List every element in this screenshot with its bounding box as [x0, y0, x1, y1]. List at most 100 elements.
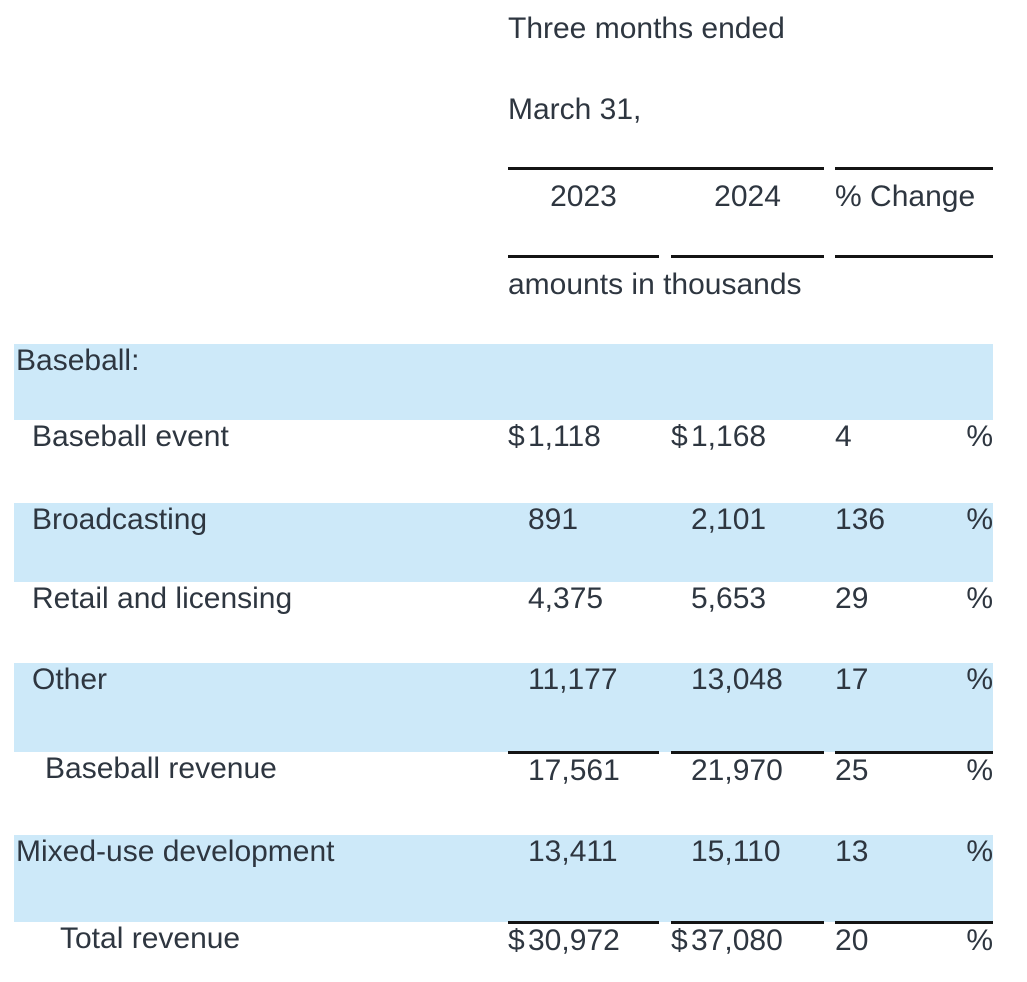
currency-symbol-2024 — [671, 503, 691, 582]
units-note-row: amounts in thousands — [14, 256, 993, 344]
currency-symbol-2024 — [671, 663, 691, 752]
currency-symbol-2023 — [508, 663, 528, 752]
pct-sign: % — [966, 503, 994, 536]
row-label: Broadcasting — [32, 503, 208, 536]
row-label: Baseball revenue — [45, 752, 277, 785]
currency-symbol-2023: $ — [508, 920, 528, 982]
year-header-row: 2023 2024 % Change — [14, 168, 994, 258]
value-2023: 30,972 — [528, 920, 659, 982]
table-row: Retail and licensing 4,375 5,653 29% — [14, 582, 993, 663]
value-2024 — [691, 344, 824, 420]
column-gap — [824, 168, 835, 256]
empty-cell — [835, 256, 993, 344]
table-row: Total revenue $30,972 $37,080 20% — [14, 920, 994, 982]
period-title-line2: March 31, — [508, 93, 642, 126]
period-title-line1: Three months ended — [508, 12, 785, 45]
units-note: amounts in thousands — [508, 267, 802, 301]
empty-cell — [14, 0, 508, 168]
pct-change-value: 20 — [835, 920, 964, 982]
value-2024: 37,080 — [691, 920, 825, 982]
column-gap — [824, 752, 835, 835]
column-gap — [824, 0, 835, 168]
column-header-2023: 2023 — [508, 168, 659, 258]
pct-sign: % — [966, 663, 994, 696]
column-gap — [659, 582, 671, 663]
spacer — [508, 45, 824, 93]
currency-symbol-2023 — [508, 344, 528, 420]
currency-symbol-2024 — [671, 582, 691, 663]
pct-change-rule-cell — [835, 0, 994, 170]
table-row: Baseball event $1,118 $1,168 4% — [14, 420, 993, 503]
column-gap — [824, 582, 835, 663]
column-gap — [659, 835, 671, 922]
currency-symbol-2024: $ — [671, 420, 688, 453]
value-2023: 17,561 — [528, 750, 659, 835]
pct-change-value: 13 — [835, 835, 869, 868]
value-2024: 13,048 — [691, 663, 783, 696]
column-gap — [824, 256, 835, 344]
table-row: Broadcasting 891 2,101 136% — [14, 503, 994, 582]
currency-symbol-2024 — [671, 750, 691, 835]
revenue-table: Three months ended March 31, 2023 2024 %… — [14, 0, 994, 982]
column-gap — [659, 752, 671, 835]
pct-sign: % — [963, 750, 994, 835]
column-gap — [824, 835, 835, 922]
table-row: Baseball revenue 17,561 21,970 25% — [14, 750, 994, 835]
row-label: Retail and licensing — [32, 582, 293, 615]
value-2023: 13,411 — [528, 835, 618, 868]
column-gap — [659, 420, 671, 503]
row-label: Other — [32, 663, 108, 696]
column-gap — [824, 503, 835, 582]
currency-symbol-2023: $ — [508, 420, 525, 453]
column-gap — [659, 503, 671, 582]
row-label: Baseball: — [16, 344, 140, 377]
pct-change-value: 4 — [835, 420, 852, 453]
row-label: Total revenue — [60, 922, 241, 955]
column-gap — [824, 420, 835, 503]
column-gap — [659, 663, 671, 752]
pct-sign: % — [966, 835, 994, 868]
table-header: Three months ended March 31, 2023 2024 %… — [14, 0, 994, 344]
row-label: Baseball event — [32, 420, 229, 453]
column-header-pct-change: % Change — [835, 168, 994, 258]
period-title-cell: Three months ended March 31, — [508, 0, 825, 170]
column-gap — [824, 344, 835, 420]
value-2023 — [528, 344, 659, 420]
value-2024: 1,168 — [691, 420, 767, 453]
value-2024: 15,110 — [691, 835, 781, 868]
currency-symbol-2023 — [508, 503, 528, 582]
pct-change-value: 17 — [835, 663, 869, 696]
pct-change-value: 29 — [835, 582, 869, 615]
column-gap — [824, 663, 835, 752]
currency-symbol-2024: $ — [671, 920, 691, 982]
pct-sign — [963, 344, 993, 420]
period-header-row: Three months ended March 31, — [14, 0, 994, 170]
currency-symbol-2023 — [508, 750, 528, 835]
value-2024: 21,970 — [691, 750, 825, 835]
column-gap — [659, 168, 671, 256]
empty-cell — [14, 168, 508, 256]
value-2023: 1,118 — [528, 420, 601, 453]
table-row: Baseball: — [14, 344, 994, 420]
table-row: Other 11,177 13,048 17% — [14, 663, 994, 752]
currency-symbol-2024 — [671, 344, 691, 420]
row-label: Mixed-use development — [16, 835, 335, 868]
column-header-2024: 2024 — [671, 168, 825, 258]
value-2023: 891 — [528, 503, 579, 536]
empty-cell — [14, 256, 508, 344]
pct-change-value: 25 — [835, 750, 964, 835]
currency-symbol-2023 — [508, 835, 528, 922]
currency-symbol-2023 — [508, 582, 528, 663]
pct-change-value — [835, 344, 963, 420]
column-gap — [659, 344, 671, 420]
pct-sign: % — [966, 420, 994, 453]
pct-sign: % — [963, 920, 994, 982]
value-2023: 4,375 — [528, 582, 604, 615]
value-2023: 11,177 — [528, 663, 618, 696]
column-gap — [659, 922, 671, 982]
table-row: Mixed-use development 13,411 15,110 13% — [14, 835, 994, 922]
value-2024: 5,653 — [691, 582, 767, 615]
revenue-table-body: Baseball: Baseball event $1,118 $1,168 4% Bro… — [14, 344, 994, 982]
column-gap — [824, 922, 835, 982]
